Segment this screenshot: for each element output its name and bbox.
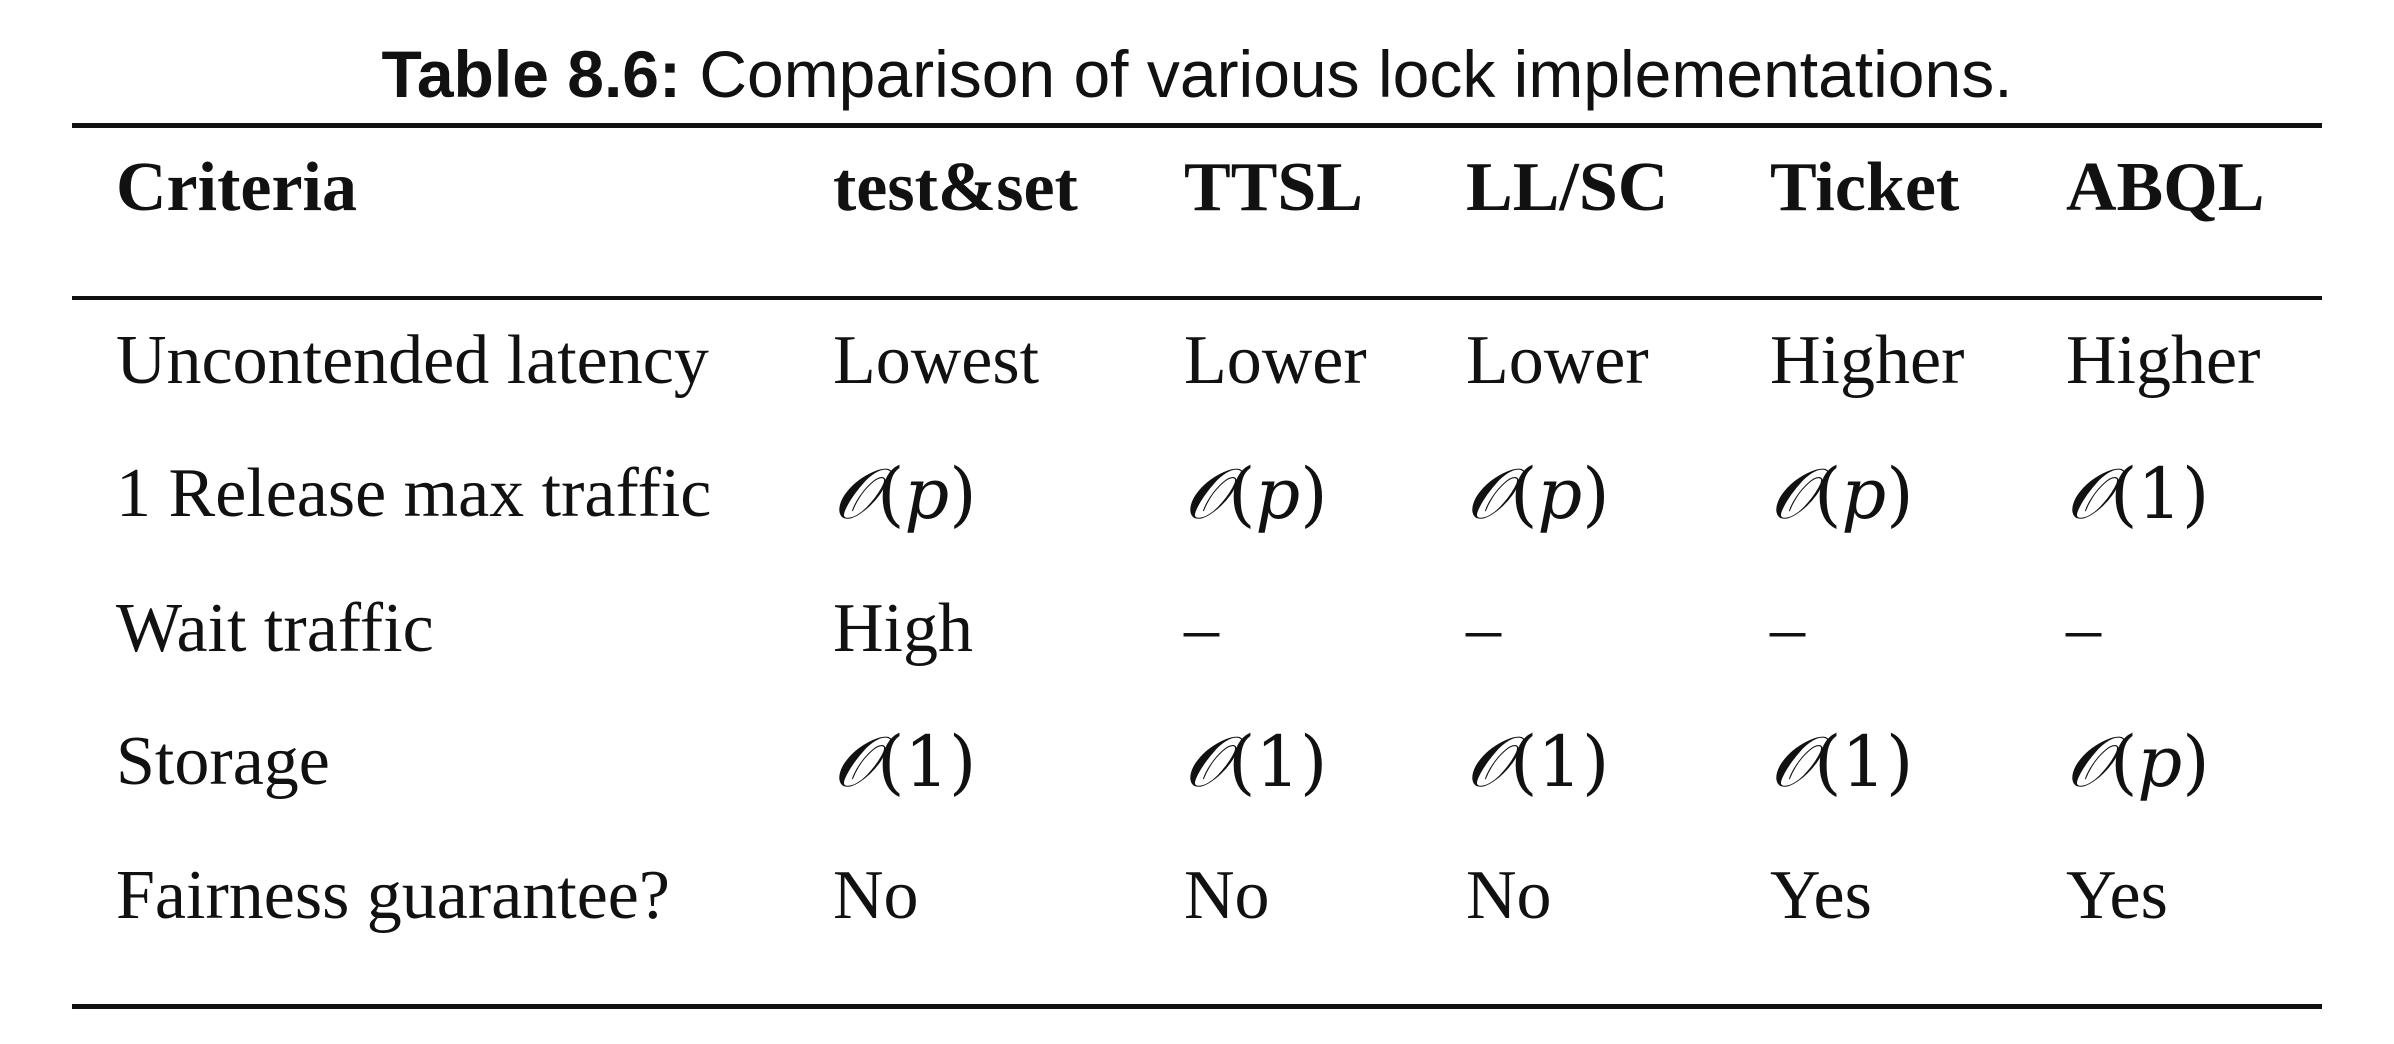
cell-wait-traffic-abql: –: [2066, 590, 2101, 667]
cell-storage-ticket: 𝒪(1): [1770, 721, 1914, 803]
cell-uncontended-latency-abql: Higher: [2066, 322, 2261, 399]
cell-wait-traffic-test-and-set: High: [833, 590, 973, 667]
cell-release-max-traffic-abql: 𝒪(1): [2066, 453, 2210, 535]
caption-label: Table 8.6:: [381, 37, 681, 111]
cell-storage-ttsl: 𝒪(1): [1184, 721, 1328, 803]
header-ticket: Ticket: [1770, 149, 1960, 226]
row-storage-label: Storage: [116, 723, 330, 800]
header-test-and-set: test&set: [833, 149, 1078, 226]
cell-release-max-traffic-ticket: 𝒪(p): [1770, 453, 1914, 535]
caption-text: Comparison of various lock implementatio…: [699, 37, 2013, 111]
cell-release-max-traffic-ttsl: 𝒪(p): [1184, 453, 1328, 535]
row-fairness-guarantee-label: Fairness guarantee?: [116, 857, 670, 934]
header-ttsl: TTSL: [1184, 149, 1363, 226]
cell-uncontended-latency-ticket: Higher: [1770, 322, 1965, 399]
row-release-max-traffic-label: 1 Release max traffic: [116, 455, 712, 532]
row-uncontended-latency-label: Uncontended latency: [116, 322, 709, 399]
cell-uncontended-latency-test-and-set: Lowest: [833, 322, 1040, 399]
cell-wait-traffic-ll-sc: –: [1466, 590, 1501, 667]
cell-storage-abql: 𝒪(p): [2066, 721, 2210, 803]
cell-wait-traffic-ttsl: –: [1184, 590, 1219, 667]
header-rule: [72, 296, 2322, 300]
cell-fairness-ll-sc: No: [1466, 857, 1552, 934]
cell-wait-traffic-ticket: –: [1770, 590, 1805, 667]
cell-fairness-abql: Yes: [2066, 857, 2168, 934]
header-abql: ABQL: [2066, 149, 2265, 226]
cell-release-max-traffic-ll-sc: 𝒪(p): [1466, 453, 1610, 535]
header-criteria: Criteria: [116, 149, 357, 226]
cell-fairness-test-and-set: No: [833, 857, 919, 934]
cell-storage-test-and-set: 𝒪(1): [833, 721, 977, 803]
row-wait-traffic-label: Wait traffic: [116, 590, 434, 667]
cell-uncontended-latency-ll-sc: Lower: [1466, 322, 1649, 399]
cell-uncontended-latency-ttsl: Lower: [1184, 322, 1367, 399]
top-rule: [72, 123, 2322, 128]
cell-fairness-ttsl: No: [1184, 857, 1270, 934]
cell-release-max-traffic-test-and-set: 𝒪(p): [833, 453, 977, 535]
cell-fairness-ticket: Yes: [1770, 857, 1872, 934]
header-ll-sc: LL/SC: [1466, 149, 1669, 226]
table-caption: Table 8.6: Comparison of various lock im…: [0, 34, 2394, 114]
cell-storage-ll-sc: 𝒪(1): [1466, 721, 1610, 803]
bottom-rule: [72, 1004, 2322, 1009]
